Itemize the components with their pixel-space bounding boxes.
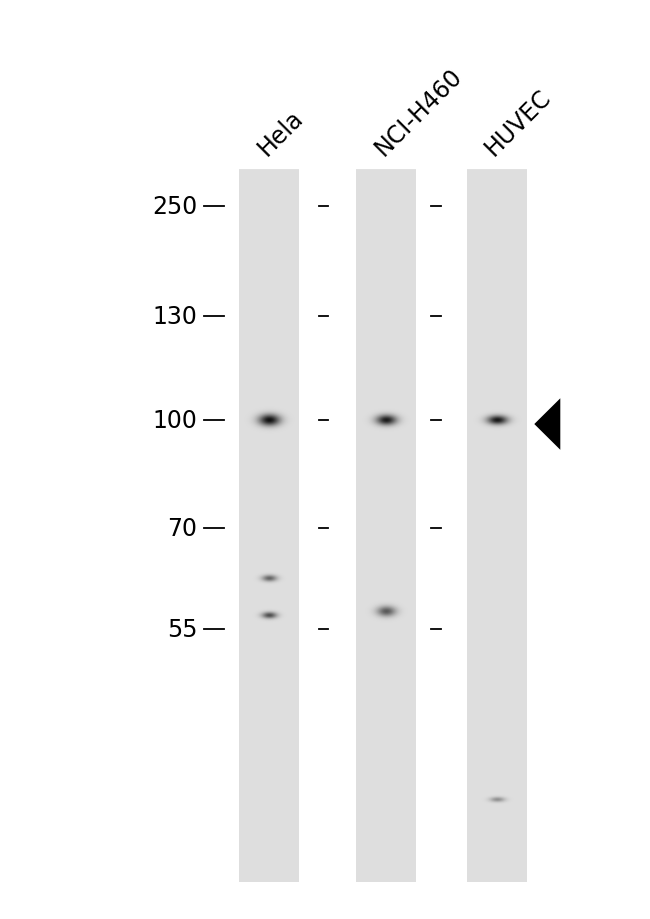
Polygon shape: [534, 399, 560, 450]
Text: 100: 100: [153, 409, 198, 433]
Text: NCI-H460: NCI-H460: [370, 64, 467, 161]
Text: Hela: Hela: [253, 107, 307, 161]
Text: 250: 250: [152, 195, 198, 219]
Text: 70: 70: [168, 516, 198, 540]
Text: 55: 55: [167, 618, 198, 641]
Text: HUVEC: HUVEC: [480, 85, 556, 161]
Text: 130: 130: [153, 305, 198, 329]
